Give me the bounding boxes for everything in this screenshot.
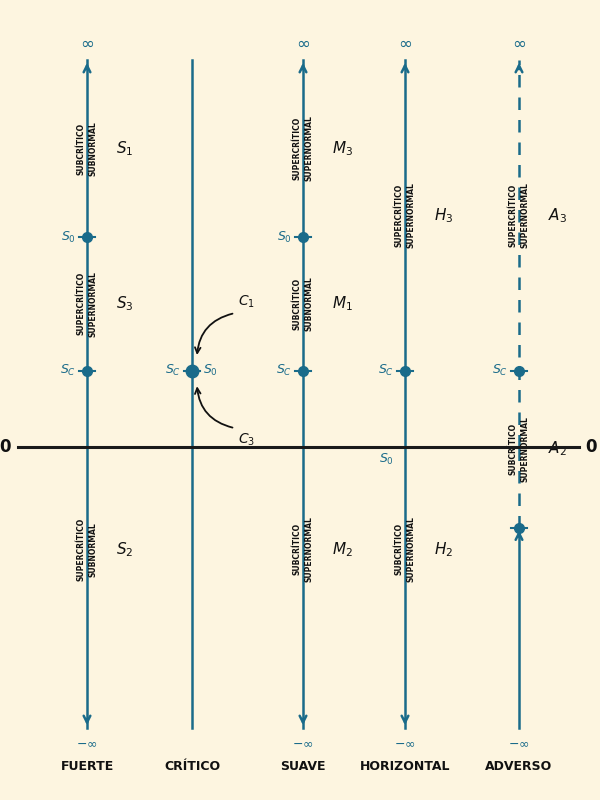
Text: SUPERCRÍTICO: SUPERCRÍTICO xyxy=(76,272,85,335)
Text: SUPERNORMAL: SUPERNORMAL xyxy=(89,271,97,337)
Text: $C_1$: $C_1$ xyxy=(238,294,254,310)
Text: HORIZONTAL: HORIZONTAL xyxy=(360,760,450,773)
Text: CRÍTICO: CRÍTICO xyxy=(164,760,220,773)
Text: $S_C$: $S_C$ xyxy=(492,363,508,378)
Text: $S_{1}$: $S_{1}$ xyxy=(116,139,133,158)
Text: $C_3$: $C_3$ xyxy=(238,431,254,448)
Text: $M_{1}$: $M_{1}$ xyxy=(332,294,353,313)
Text: $\infty$: $\infty$ xyxy=(80,34,94,52)
Text: $H_{2}$: $H_{2}$ xyxy=(434,540,453,558)
Text: SUPERNORMAL: SUPERNORMAL xyxy=(407,516,416,582)
Text: $S_C$: $S_C$ xyxy=(165,363,181,378)
Text: $S_C$: $S_C$ xyxy=(60,363,76,378)
Text: $S_{3}$: $S_{3}$ xyxy=(116,294,133,313)
Text: SUPERNORMAL: SUPERNORMAL xyxy=(305,115,314,182)
Text: $H_{3}$: $H_{3}$ xyxy=(434,206,453,225)
Text: 0: 0 xyxy=(0,438,11,457)
Text: SUBCRÍTICO: SUBCRÍTICO xyxy=(509,423,517,475)
Text: SUPERNORMAL: SUPERNORMAL xyxy=(407,182,416,248)
Text: $S_C$: $S_C$ xyxy=(276,363,292,378)
Text: SUBCRÍTICO: SUBCRÍTICO xyxy=(76,122,85,174)
Text: $\infty$: $\infty$ xyxy=(398,34,412,52)
Text: ADVERSO: ADVERSO xyxy=(485,760,553,773)
Text: $S_0$: $S_0$ xyxy=(203,363,218,378)
Text: $A_{2}$: $A_{2}$ xyxy=(548,440,567,458)
Text: SUPERNORMAL: SUPERNORMAL xyxy=(521,416,530,482)
Text: SUPERCRÍTICO: SUPERCRÍTICO xyxy=(293,117,302,180)
Text: $\infty$: $\infty$ xyxy=(296,34,310,52)
Text: SUBCRÍTICO: SUBCRÍTICO xyxy=(395,523,404,575)
Text: SUBCRÍTICO: SUBCRÍTICO xyxy=(293,278,302,330)
Text: $M_{3}$: $M_{3}$ xyxy=(332,139,353,158)
Text: SUPERCRÍTICO: SUPERCRÍTICO xyxy=(509,184,517,247)
Text: $\infty$: $\infty$ xyxy=(512,34,526,52)
Text: SUBNORMAL: SUBNORMAL xyxy=(89,121,97,176)
Text: $S_0$: $S_0$ xyxy=(379,452,394,467)
Text: SUPERNORMAL: SUPERNORMAL xyxy=(305,516,314,582)
Text: $S_0$: $S_0$ xyxy=(61,230,76,245)
Text: $-\infty$: $-\infty$ xyxy=(394,738,416,750)
Text: $A_{3}$: $A_{3}$ xyxy=(548,206,567,225)
Text: SUPERCRÍTICO: SUPERCRÍTICO xyxy=(76,518,85,581)
Text: SUBNORMAL: SUBNORMAL xyxy=(89,522,97,577)
Text: SUPERCRÍTICO: SUPERCRÍTICO xyxy=(395,184,404,247)
Text: $S_{2}$: $S_{2}$ xyxy=(116,540,133,558)
Text: $-\infty$: $-\infty$ xyxy=(76,738,98,750)
Text: $S_C$: $S_C$ xyxy=(378,363,394,378)
Text: SUPERNORMAL: SUPERNORMAL xyxy=(521,182,530,248)
Text: SUBCRÍTICO: SUBCRÍTICO xyxy=(293,523,302,575)
Text: SUBNORMAL: SUBNORMAL xyxy=(305,277,314,331)
Text: SUAVE: SUAVE xyxy=(280,760,326,773)
Text: FUERTE: FUERTE xyxy=(61,760,113,773)
Text: 0: 0 xyxy=(585,438,596,457)
Text: $M_{2}$: $M_{2}$ xyxy=(332,540,353,558)
Text: $-\infty$: $-\infty$ xyxy=(292,738,314,750)
Text: $-\infty$: $-\infty$ xyxy=(508,738,530,750)
Text: $S_0$: $S_0$ xyxy=(277,230,292,245)
